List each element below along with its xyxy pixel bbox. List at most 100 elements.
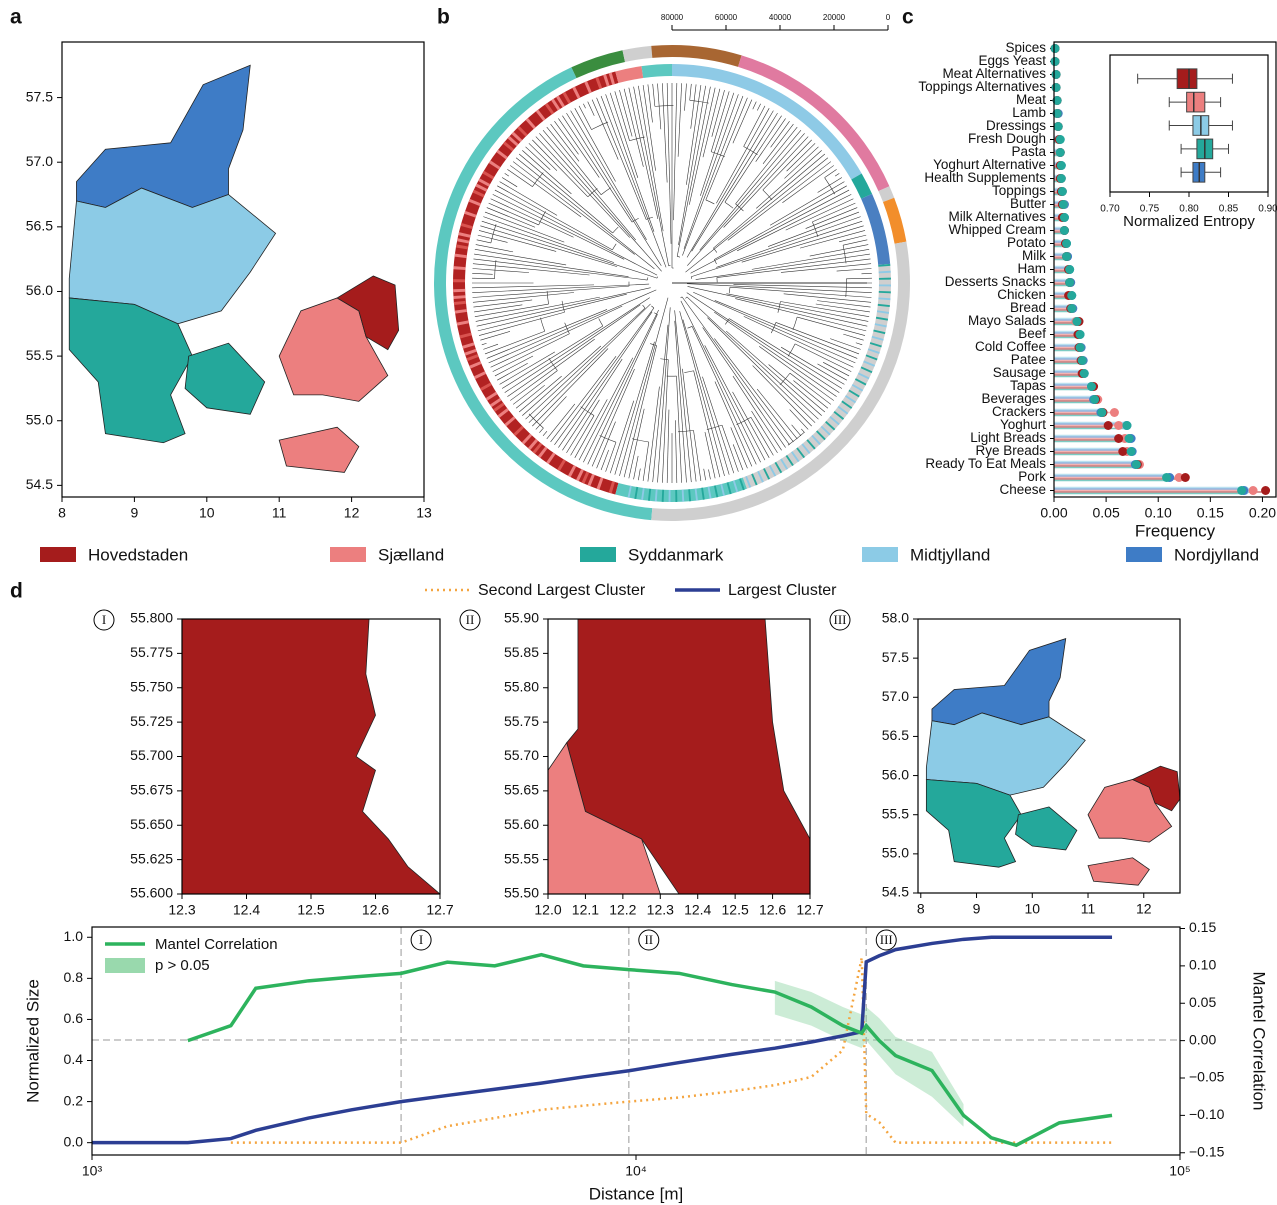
tree-branch — [686, 85, 701, 185]
y-tick-label: 55.600 — [130, 885, 173, 901]
region-shape — [279, 427, 359, 472]
tree-branch — [677, 376, 682, 483]
y-tick-label: 55.70 — [504, 747, 539, 763]
x-tick-label: 40000 — [769, 13, 792, 22]
tree-branch — [763, 140, 812, 190]
tree-branch — [667, 83, 671, 244]
ring-segment — [879, 284, 891, 286]
legend-label: Syddanmark — [628, 545, 724, 564]
tree-branch — [653, 325, 668, 482]
x-tick-label: 0.05 — [1092, 505, 1119, 521]
panel-letter: c — [902, 6, 914, 29]
y-tick-label: 54.5 — [26, 476, 53, 492]
ring-segment — [453, 279, 465, 282]
series-line — [231, 958, 1112, 1143]
x-tick-label: 12.2 — [609, 902, 636, 918]
y-tick-label: 55.725 — [130, 713, 173, 729]
tree-branch — [835, 173, 839, 176]
tree-arc — [601, 188, 611, 195]
tree-branch — [480, 226, 617, 267]
x-tick-label: 0.10 — [1145, 505, 1172, 521]
tree-branch — [681, 301, 761, 462]
lollipop-dot — [1125, 434, 1134, 443]
tree-branch — [683, 320, 729, 475]
x-tick-label: 12.1 — [572, 902, 599, 918]
lollipop-dot — [1114, 434, 1123, 443]
x-tick-label: 13 — [416, 505, 432, 521]
tree-branch — [705, 345, 765, 460]
x-tick-label: 12.0 — [534, 902, 561, 918]
tree-branch — [472, 278, 494, 279]
panel-letter: a — [10, 6, 22, 29]
marker-label: I — [419, 932, 423, 947]
tree-branch — [690, 84, 692, 100]
x-tick-label: 8 — [917, 901, 925, 917]
tree-branch — [843, 240, 867, 245]
x-tick-label: 12.7 — [796, 902, 823, 918]
ring-segment — [879, 278, 891, 280]
lollipop-dot — [1057, 174, 1066, 183]
tree-branch — [480, 331, 510, 340]
lollipop-dot — [1051, 44, 1060, 53]
y-tick-label: 0.4 — [64, 1051, 84, 1067]
y-tick-label: 54.5 — [882, 884, 909, 900]
x-tick-label: 12.4 — [684, 902, 711, 918]
tree-arc — [651, 306, 654, 308]
y-tick-label: 55.65 — [504, 782, 539, 798]
tree-branch — [482, 343, 487, 345]
legend-swatch — [1126, 547, 1162, 562]
legend-swatch — [105, 958, 145, 973]
tree-branch — [678, 86, 705, 245]
tree-branch — [830, 339, 860, 350]
lollipop-dot — [1122, 421, 1131, 430]
tree-branch — [771, 121, 790, 147]
x-tick-label: 20000 — [823, 13, 846, 22]
x-tick-label: 0 — [886, 13, 891, 22]
tree-branch — [776, 322, 859, 354]
tree-branch — [473, 264, 590, 275]
tree-arc — [725, 202, 733, 208]
tree-branch — [680, 311, 725, 476]
y-tick-label: 55.675 — [130, 782, 173, 798]
y-tick-label: 0.2 — [64, 1092, 84, 1108]
lollipop-dot — [1261, 486, 1270, 495]
map-label: II — [466, 612, 475, 627]
tree-branch — [733, 284, 871, 287]
lollipop-dot — [1062, 239, 1071, 248]
tree-branch — [571, 111, 647, 240]
region-shape — [1016, 807, 1077, 850]
tree-branch — [726, 331, 821, 416]
x-tick-label: 10³ — [82, 1163, 103, 1179]
tree-branch — [543, 130, 636, 240]
y-tick-label: 55.0 — [882, 845, 909, 861]
tree-branch — [648, 387, 660, 482]
tree-branch — [502, 177, 517, 186]
y-tick-label: 55.50 — [504, 885, 539, 901]
tree-arc — [549, 358, 558, 370]
tree-branch — [793, 381, 828, 409]
x-tick-label: 0.15 — [1197, 505, 1224, 521]
y-tick-label: 55.625 — [130, 850, 173, 866]
series-line — [188, 955, 1112, 1146]
x-tick-label: 10⁵ — [1169, 1163, 1190, 1179]
legend-label: Largest Cluster — [728, 582, 837, 599]
y-tick-label: −0.05 — [1189, 1069, 1225, 1085]
y-tick-label: 57.5 — [882, 649, 909, 665]
tree-branch — [685, 84, 687, 111]
tree-branch — [744, 316, 854, 367]
tree-arc — [632, 439, 648, 442]
tree-branch — [744, 106, 765, 147]
region-shape — [76, 65, 250, 207]
tree-branch — [816, 304, 870, 312]
tree-arc — [825, 178, 835, 195]
tree-arc — [643, 305, 645, 308]
tree-branch — [522, 346, 601, 416]
ring-segment — [651, 242, 910, 521]
tree-branch — [497, 363, 528, 380]
x-tick-label: 11 — [1081, 901, 1096, 917]
ring-segment — [453, 289, 465, 292]
tree-arc — [706, 200, 714, 204]
tree-arc — [655, 106, 674, 107]
x-tick-label: 10⁴ — [625, 1163, 647, 1179]
y-tick-label: 55.0 — [26, 411, 53, 427]
